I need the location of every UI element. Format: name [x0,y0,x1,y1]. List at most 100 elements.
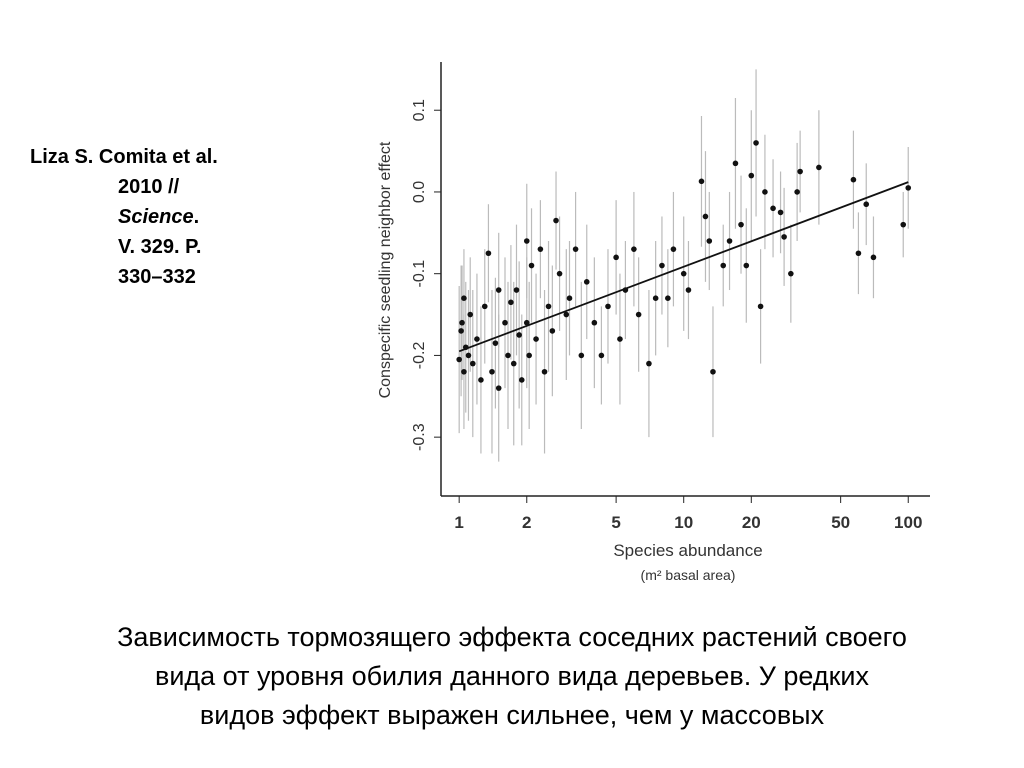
point [665,295,671,302]
caption-line: Зависимость тормозящего эффекта соседних… [117,622,907,652]
point [505,352,511,359]
point [578,352,585,359]
point [541,368,548,375]
point [855,250,862,257]
point [556,270,563,277]
point [670,246,677,252]
point [572,246,579,252]
y-tick-label: -0.1 [411,260,428,288]
point [863,201,870,208]
point [652,295,659,302]
point [757,303,764,310]
volume: V. 329. P. [118,236,202,258]
point [478,377,484,383]
x-axis-sublabel: (m² basal area) [641,567,736,583]
point [461,295,467,302]
point [465,352,472,359]
point [563,311,570,318]
journal-end: . [193,206,200,228]
journal-line: Science. [30,202,218,232]
point [459,319,465,326]
point [598,352,605,359]
point [710,368,716,375]
y-tick-label: -0.3 [411,423,428,451]
point [462,344,469,351]
caption-line: вида от уровня обилия данного вида дерев… [154,661,869,691]
point [533,336,539,342]
point [492,340,499,346]
x-axis-label: Species abundance [613,541,762,560]
point [732,160,739,167]
point [781,234,787,240]
point [605,303,611,310]
point [794,189,800,195]
point [526,352,532,359]
point [591,319,598,326]
point [553,217,559,224]
x-tick-label: 20 [742,513,761,532]
authors: Liza S. Comita et al. [30,146,218,168]
point [770,205,776,212]
pages: 330–332 [118,266,196,288]
point [850,176,857,183]
point [508,299,514,306]
point [631,246,637,252]
citation: Liza S. Comita et al. 2010 // Science. V… [30,142,218,292]
point [510,360,517,367]
point [702,213,709,220]
x-tick-label: 1 [454,513,463,532]
chart: Conspecific seedling neighbor effect Spe… [377,62,930,583]
year: 2010 // [118,176,180,198]
point [870,254,877,261]
point [613,254,619,261]
trend-line [458,181,909,353]
point [495,287,502,293]
point [777,209,784,216]
x-tick-label: 5 [611,513,620,532]
point [617,336,623,342]
x-tick-label: 10 [674,513,693,532]
point [566,295,573,302]
point [518,377,525,383]
point [816,164,822,171]
y-axis-label: Conspecific seedling neighbor effect [377,141,394,398]
point [698,178,705,185]
point [685,287,692,293]
point [456,356,462,363]
point [900,221,907,228]
point [646,360,652,367]
point [474,336,480,342]
point [788,270,794,277]
caption: Зависимость тормозящего эффекта соседних… [0,618,1024,735]
point [706,238,713,244]
point [489,368,495,375]
y-tick-label: -0.2 [411,342,428,370]
point [748,172,755,179]
point [905,185,912,191]
point [458,328,464,334]
point [659,262,665,269]
point [622,287,629,293]
y-tick-label: 0.1 [411,99,428,121]
point [753,140,759,146]
journal: Science [118,206,194,228]
point [513,287,520,293]
point [726,238,733,244]
point [762,189,768,195]
point [485,250,492,257]
caption-line: видов эффект выражен сильнее, чем у масс… [199,700,825,730]
point [495,385,502,391]
point [738,221,744,228]
point [467,311,474,318]
point [469,360,476,367]
y-tick-label: 0.0 [411,181,428,203]
point [537,246,544,252]
point [635,311,642,318]
point [461,368,467,375]
x-tick-label: 2 [522,513,531,532]
point [583,279,590,285]
point [545,303,552,310]
point [516,332,522,338]
point [502,319,508,326]
